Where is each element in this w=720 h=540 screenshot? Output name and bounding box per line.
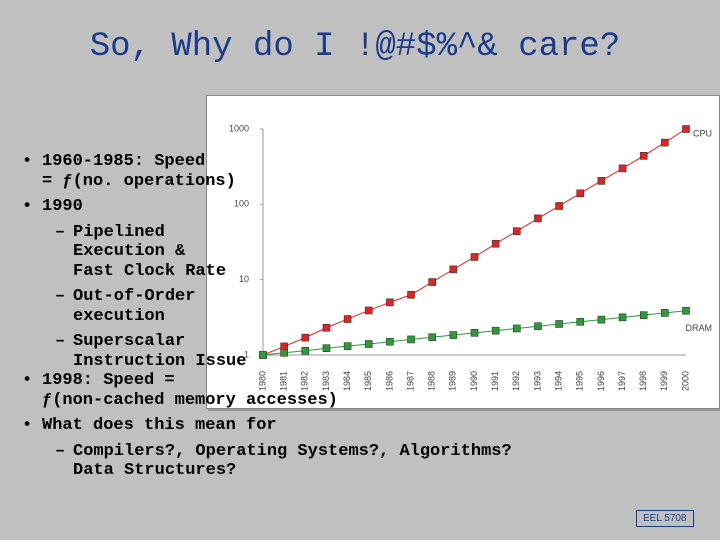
bullet-text: What does this mean for [22,416,512,436]
data-point [555,320,563,328]
x-tick-label: 1999 [659,371,669,391]
x-tick-label: 2000 [680,371,690,391]
data-point [512,324,521,333]
data-point [534,214,542,223]
bullet-item: What does this mean for Compilers?, Opera… [22,416,512,481]
data-point [618,164,627,173]
data-point [576,189,585,198]
data-point [639,311,648,319]
data-point [555,202,563,210]
data-point [639,152,648,160]
sub-bullet: Out-of-Order execution [22,287,512,326]
x-tick-label: 1993 [532,371,542,391]
bullet-text: 1990 [22,197,512,217]
data-point [534,322,542,331]
bullet-text: 1960-1985: Speed = ƒ(no. operations) [22,152,512,191]
bullet-item: 1998: Speed = ƒ(non-cached memory access… [22,371,512,410]
y-tick-label: 1000 [229,123,249,133]
bullet-item: 1960-1985: Speed = ƒ(no. operations) [22,152,512,191]
data-point [597,315,606,324]
footer: EEL 5708 [636,510,694,527]
data-point [682,125,690,133]
x-tick-label: 1996 [596,371,606,391]
series-label: CPU [693,128,712,138]
x-tick-label: 1998 [638,371,648,391]
data-point [661,138,669,147]
data-point [576,317,585,326]
bullet-list: 1960-1985: Speed = ƒ(no. operations) 1990… [22,152,512,481]
sub-bullet: Superscalar Instruction Issue [22,332,512,371]
series-label: DRAM [686,323,713,333]
x-tick-label: 1992 [511,371,521,391]
x-tick-label: 1997 [617,371,627,391]
bullet-item: 1990 Pipelined Execution & Fast Clock Rat… [22,197,512,371]
data-point [618,313,627,322]
x-tick-label: 1995 [575,371,585,391]
slide-title: So, Why do I !@#$%^& care? [89,28,621,66]
data-point [682,306,690,315]
bullet-text: 1998: Speed = ƒ(non-cached memory access… [22,371,512,410]
data-point [661,309,669,317]
sub-bullet: Compilers?, Operating Systems?, Algorith… [22,442,512,481]
x-tick-label: 1994 [553,371,563,391]
sub-bullet: Pipelined Execution & Fast Clock Rate [22,223,512,282]
data-point [597,177,606,185]
data-point [512,227,521,235]
